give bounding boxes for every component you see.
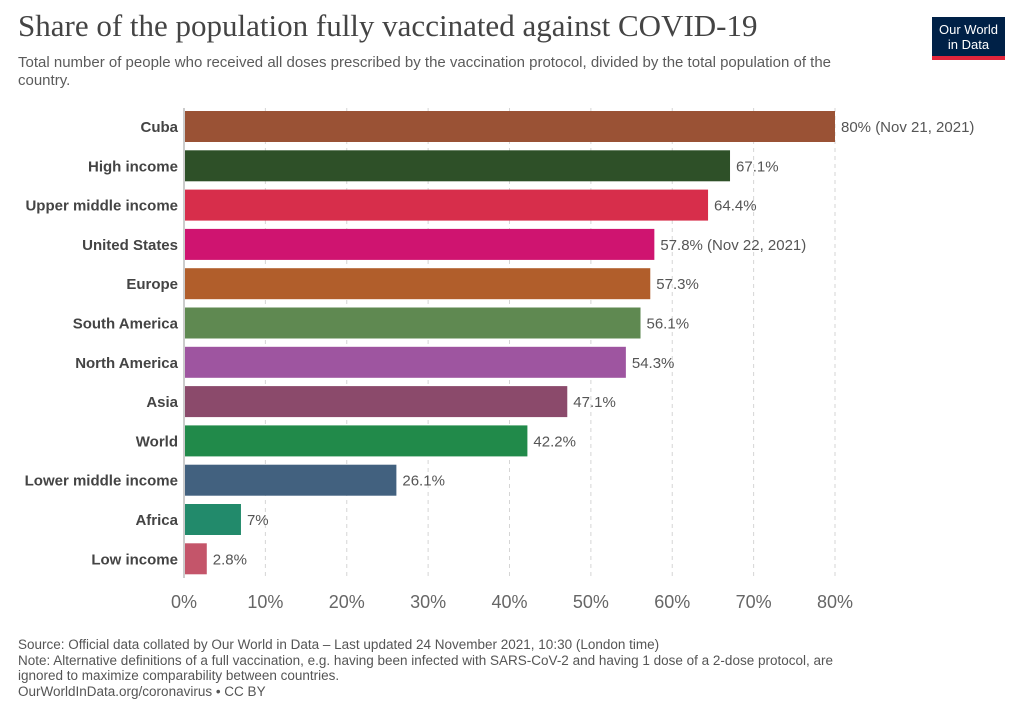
bar[interactable] (185, 189, 709, 221)
x-tick-label: 80% (817, 592, 853, 612)
bar[interactable] (185, 228, 655, 260)
category-label: Lower middle income (25, 473, 178, 490)
bar[interactable] (185, 150, 731, 182)
bar-row[interactable]: Africa 7% (135, 504, 269, 535)
source-note: Source: Official data collated by Our Wo… (18, 637, 660, 652)
bar-row[interactable]: Cuba 80% (Nov 21, 2021) (141, 111, 975, 142)
bar-row[interactable]: North America 54.3% (75, 346, 675, 378)
bar[interactable] (185, 543, 207, 575)
x-axis: 0% 10% 20% 30% 40% 50% 60% 70% 80% (171, 108, 853, 612)
bar-row[interactable]: Upper middle income 64.4% (25, 189, 757, 221)
bar[interactable] (185, 307, 641, 339)
category-label: Upper middle income (25, 198, 178, 215)
bar-row[interactable]: Lower middle income 26.1% (25, 464, 445, 496)
value-label: 67.1% (736, 158, 779, 175)
bar-row[interactable]: Europe 57.3% (126, 268, 699, 300)
bar-row[interactable]: Low income 2.8% (91, 543, 247, 575)
value-label: 57.8% (Nov 22, 2021) (660, 237, 806, 254)
bar[interactable] (185, 268, 651, 300)
bar[interactable] (185, 425, 528, 457)
category-label: South America (73, 316, 179, 333)
category-label: World (136, 433, 178, 450)
bar[interactable] (185, 386, 568, 418)
value-label: 26.1% (402, 473, 445, 490)
category-label: Low income (91, 551, 178, 568)
category-label: Europe (126, 276, 178, 293)
value-label: 2.8% (213, 551, 247, 568)
bar-row[interactable]: United States 57.8% (Nov 22, 2021) (82, 228, 806, 260)
grid-lines (264, 108, 836, 578)
value-label: 54.3% (632, 355, 675, 372)
x-tick-label: 40% (491, 592, 527, 612)
logo-line-1: Our World (939, 22, 998, 37)
value-label: 57.3% (656, 276, 699, 293)
category-label: Asia (146, 394, 178, 411)
x-tick-label: 20% (329, 592, 365, 612)
category-label: United States (82, 237, 178, 254)
category-label: North America (75, 355, 178, 372)
value-label: 64.4% (714, 198, 757, 215)
value-label: 42.2% (533, 433, 576, 450)
chart-title: Share of the population fully vaccinated… (18, 8, 758, 43)
logo-accent-bar (932, 56, 1005, 60)
value-label: 56.1% (647, 316, 690, 333)
value-label: 47.1% (573, 394, 616, 411)
category-label: High income (88, 158, 178, 175)
x-tick-label: 10% (247, 592, 283, 612)
value-label: 7% (247, 512, 269, 529)
chart-subtitle: Total number of people who received all … (18, 54, 832, 89)
owid-logo[interactable]: Our World in Data (932, 17, 1005, 60)
bar-row[interactable]: South America 56.1% (73, 307, 690, 339)
definition-note-line-2: ignored to maximize comparability betwee… (18, 668, 340, 683)
x-tick-label: 60% (654, 592, 690, 612)
category-label: Africa (135, 512, 178, 529)
category-label: Cuba (141, 119, 179, 136)
bar-row[interactable]: World 42.2% (136, 425, 576, 457)
x-tick-label: 70% (736, 592, 772, 612)
license-link[interactable]: OurWorldInData.org/coronavirus • CC BY (18, 683, 266, 699)
bar[interactable] (185, 504, 241, 535)
x-tick-label: 0% (171, 592, 197, 612)
bar-row[interactable]: Asia 47.1% (146, 386, 616, 418)
definition-note-line-1: Note: Alternative definitions of a full … (18, 652, 833, 668)
footer: Source: Official data collated by Our Wo… (18, 637, 1008, 699)
bar[interactable] (185, 111, 835, 142)
value-label: 80% (Nov 21, 2021) (841, 119, 974, 136)
x-tick-label: 50% (573, 592, 609, 612)
bar-row[interactable]: High income 67.1% (88, 150, 779, 182)
bar-chart: Cuba 80% (Nov 21, 2021) High income 67.1% Up… (25, 108, 975, 612)
x-tick-label: 30% (410, 592, 446, 612)
bar[interactable] (185, 464, 397, 496)
logo-line-2: in Data (947, 37, 990, 52)
bars: Cuba 80% (Nov 21, 2021) High income 67.1% Up… (25, 111, 975, 575)
bar[interactable] (185, 346, 626, 378)
